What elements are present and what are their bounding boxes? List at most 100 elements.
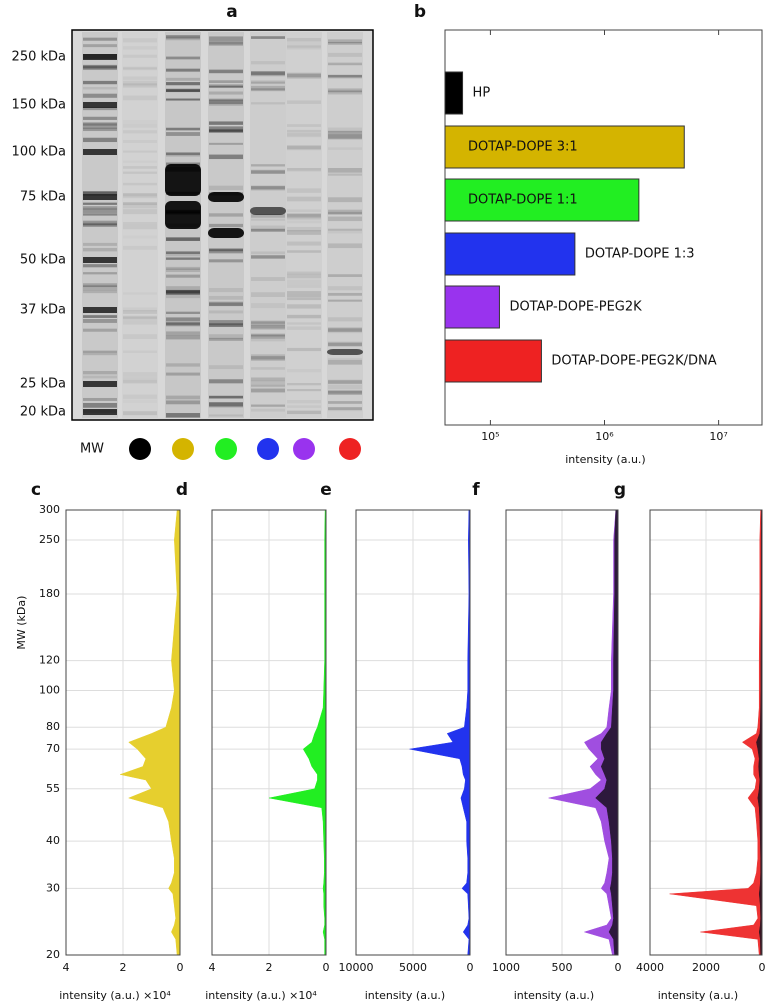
x-tick-label: 10⁵ <box>481 430 499 443</box>
band <box>123 310 157 314</box>
band <box>166 128 200 131</box>
band <box>251 164 285 167</box>
band <box>83 54 117 60</box>
gel-frame <box>71 29 374 421</box>
band <box>123 95 157 101</box>
band <box>166 286 200 290</box>
band <box>166 36 200 41</box>
band <box>328 216 362 222</box>
y-tick-label: 100 <box>39 684 60 697</box>
lane <box>82 32 118 418</box>
band <box>328 357 362 360</box>
band <box>166 251 200 257</box>
band <box>328 62 362 65</box>
band <box>209 295 243 300</box>
band <box>83 242 117 246</box>
marker-label: 250 kDa <box>12 50 66 65</box>
marker-label: 50 kDa <box>20 253 66 268</box>
band <box>328 75 362 78</box>
y-tick-label: 250 <box>39 533 60 546</box>
band <box>166 35 200 39</box>
band <box>251 251 285 255</box>
band <box>166 311 200 314</box>
band <box>328 328 362 334</box>
lane <box>286 32 322 418</box>
band <box>83 137 117 143</box>
band <box>328 88 362 93</box>
y-tick-label: 180 <box>39 587 60 600</box>
band <box>287 273 321 279</box>
band <box>83 127 117 132</box>
band <box>251 277 285 282</box>
band <box>123 236 157 239</box>
band <box>287 213 321 217</box>
band <box>251 333 285 337</box>
band <box>209 402 243 407</box>
band <box>83 290 117 294</box>
band <box>328 134 362 140</box>
lane-dot <box>339 438 361 460</box>
band <box>287 369 321 372</box>
y-axis-label: MW (kDa) <box>15 596 28 650</box>
band <box>83 124 117 130</box>
band <box>83 284 117 288</box>
band <box>83 86 117 90</box>
band <box>287 382 321 386</box>
band <box>166 400 200 405</box>
band <box>209 41 243 46</box>
band <box>328 39 362 44</box>
band <box>287 389 321 392</box>
x-axis-label: intensity (a.u.) <box>658 989 738 1002</box>
band <box>287 133 321 137</box>
band <box>123 411 157 415</box>
band <box>328 197 362 203</box>
band <box>287 209 321 213</box>
band <box>83 409 117 415</box>
band <box>209 248 243 252</box>
band <box>251 388 285 393</box>
band <box>123 202 157 205</box>
band <box>166 237 200 241</box>
band <box>328 228 362 231</box>
band <box>83 381 117 387</box>
band <box>123 202 157 206</box>
band <box>328 127 362 133</box>
band <box>209 99 243 105</box>
x-axis-label: intensity (a.u.) <box>514 989 594 1002</box>
band <box>209 84 243 88</box>
band <box>166 257 200 260</box>
band <box>209 121 243 125</box>
band <box>123 67 157 70</box>
y-tick-label: 30 <box>46 881 60 894</box>
band <box>123 171 157 174</box>
band <box>83 80 117 85</box>
band <box>166 127 200 130</box>
band <box>251 255 285 259</box>
band <box>251 384 285 388</box>
band <box>83 191 117 196</box>
x-tick-label: 1000 <box>492 961 520 974</box>
lane <box>208 32 244 418</box>
band <box>209 323 243 328</box>
band <box>123 192 157 197</box>
band <box>123 123 157 127</box>
band <box>209 302 243 307</box>
band <box>287 73 321 79</box>
band <box>123 246 157 250</box>
band <box>287 46 321 50</box>
panel-label: d <box>176 480 188 500</box>
band <box>83 64 117 70</box>
band <box>123 46 157 50</box>
band <box>327 349 363 355</box>
band <box>209 121 243 125</box>
x-tick-label: 10000 <box>339 961 374 974</box>
plot-frame <box>649 509 763 956</box>
band <box>83 106 117 111</box>
band <box>328 406 362 411</box>
band <box>209 85 243 88</box>
band <box>83 208 117 213</box>
band <box>83 93 117 98</box>
band <box>251 102 285 105</box>
band <box>123 372 157 377</box>
band <box>251 367 285 370</box>
